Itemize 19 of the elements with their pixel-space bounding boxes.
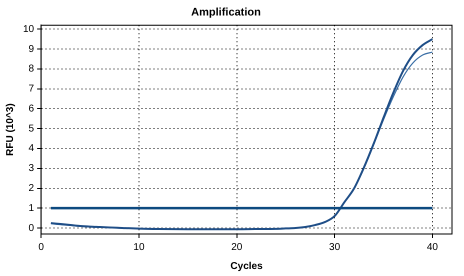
y-tick-label: 0 [28, 222, 35, 234]
chart-title: Amplification [191, 6, 262, 19]
y-tick-label: 9 [28, 44, 35, 55]
y-tick-label: 2 [28, 183, 35, 194]
x-tick-label: 30 [329, 242, 341, 253]
x-tick-label: 0 [38, 242, 44, 253]
y-tick-label: 5 [28, 123, 35, 134]
y-tick-label: 7 [28, 84, 35, 95]
x-axis-title: Cycles [230, 260, 264, 272]
x-tick-label: 20 [231, 242, 243, 253]
x-tick-label: 10 [133, 242, 145, 253]
x-tick-label: 40 [426, 242, 438, 253]
y-axis-title: RFU (10^3) [4, 103, 16, 156]
y-tick-label: 3 [28, 163, 35, 174]
y-tick-label: 10 [23, 24, 35, 35]
y-tick-label: 1 [28, 202, 35, 214]
y-tick-label: 6 [28, 103, 35, 114]
y-tick-label: 4 [28, 143, 35, 154]
y-tick-label: 8 [28, 64, 35, 75]
